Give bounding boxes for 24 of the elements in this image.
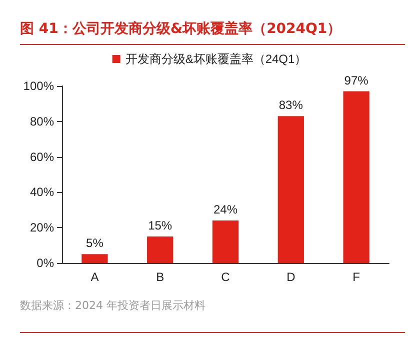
data-label: 15% xyxy=(148,218,172,232)
y-tick-label: 60% xyxy=(30,150,54,164)
bar xyxy=(212,220,239,263)
x-tick-label: F xyxy=(352,270,360,284)
y-tick-label: 100% xyxy=(23,79,54,93)
x-tick-label: C xyxy=(221,270,230,284)
bar xyxy=(343,91,370,263)
bar xyxy=(82,254,108,263)
chart-title: 图 41：公司开发商分级&坏账覆盖率（2024Q1） xyxy=(20,20,342,38)
data-label: 5% xyxy=(86,236,104,250)
y-tick-label: 80% xyxy=(30,114,54,128)
data-label: 97% xyxy=(344,73,369,88)
x-tick-label: D xyxy=(286,270,296,284)
y-tick-label: 40% xyxy=(30,185,54,200)
bar xyxy=(278,116,304,263)
y-tick-label: 20% xyxy=(30,220,54,235)
source-note: 数据来源：2024 年投资者日展示材料 xyxy=(20,298,206,313)
y-tick-label: 0% xyxy=(36,256,54,270)
data-label: 24% xyxy=(213,202,238,217)
x-tick-label: A xyxy=(90,270,99,284)
data-label: 83% xyxy=(278,98,304,112)
bar xyxy=(147,236,174,263)
x-tick-label: B xyxy=(156,270,164,284)
legend-label: 开发商分级&坏账覆盖率（24Q1） xyxy=(125,52,307,66)
